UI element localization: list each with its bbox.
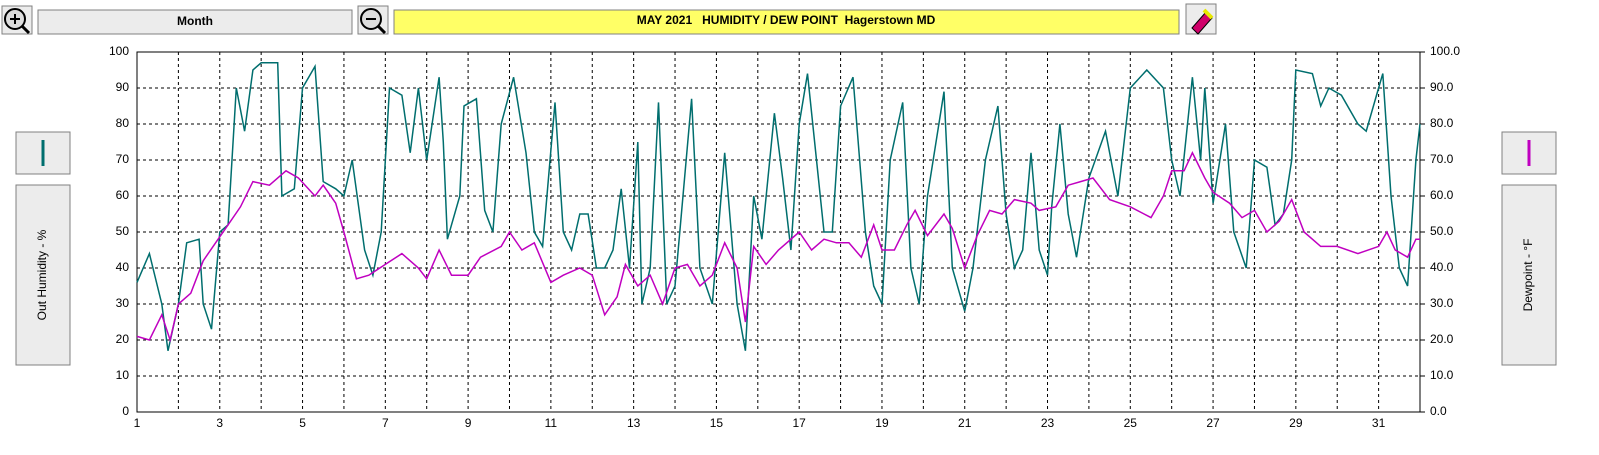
y-tick-label: 20 [116, 332, 130, 346]
x-tick-label: 9 [465, 416, 472, 430]
y2-tick-label: 90.0 [1430, 80, 1454, 94]
legend-humidity[interactable] [15, 131, 71, 175]
x-tick-label: 27 [1206, 416, 1220, 430]
y2-tick-label: 20.0 [1430, 332, 1454, 346]
x-tick-label: 29 [1289, 416, 1303, 430]
x-tick-label: 31 [1372, 416, 1386, 430]
y2-tick-label: 70.0 [1430, 152, 1454, 166]
y2-tick-label: 50.0 [1430, 224, 1454, 238]
chart-title: MAY 2021 HUMIDITY / DEW POINT Hagerstown… [637, 13, 936, 27]
x-tick-label: 1 [134, 416, 141, 430]
x-tick-label: 13 [627, 416, 641, 430]
x-tick-label: 21 [958, 416, 972, 430]
y2-tick-label: 80.0 [1430, 116, 1454, 130]
x-tick-label: 17 [793, 416, 807, 430]
x-tick-label: 15 [710, 416, 724, 430]
zoom-in-button[interactable] [1, 5, 33, 35]
y-tick-label: 80 [116, 116, 130, 130]
data-line [136, 62, 1421, 351]
x-tick-label: 5 [299, 416, 306, 430]
y-tick-label: 30 [116, 296, 130, 310]
y-tick-label: 40 [116, 260, 130, 274]
range-button[interactable] [37, 9, 353, 35]
y2-tick-label: 60.0 [1430, 188, 1454, 202]
clear-button[interactable] [1185, 3, 1217, 35]
axis-button[interactable] [1501, 184, 1557, 366]
data-line [136, 151, 1420, 343]
zoom-out-button[interactable] [357, 5, 389, 35]
y2-tick-label: 0.0 [1430, 404, 1447, 418]
y2-tick-label: 40.0 [1430, 260, 1454, 274]
title-bar [393, 9, 1180, 35]
y-tick-label: 100 [109, 44, 129, 58]
y-tick-label: 60 [116, 188, 130, 202]
y-tick-label: 70 [116, 152, 130, 166]
x-tick-label: 7 [382, 416, 389, 430]
axis-button[interactable] [15, 184, 71, 366]
y2-tick-label: 30.0 [1430, 296, 1454, 310]
y-tick-label: 0 [122, 404, 129, 418]
y2-tick-label: 10.0 [1430, 368, 1454, 382]
y2-tick-label: 100.0 [1430, 44, 1460, 58]
x-tick-label: 25 [1124, 416, 1138, 430]
y-tick-label: 50 [116, 224, 130, 238]
range-label: Month [177, 14, 213, 28]
y-tick-label: 90 [116, 80, 130, 94]
y-tick-label: 10 [116, 368, 130, 382]
y2-axis-title: Dewpoint - °F [1521, 239, 1535, 312]
x-tick-label: 3 [216, 416, 223, 430]
x-tick-label: 23 [1041, 416, 1055, 430]
x-tick-label: 19 [875, 416, 889, 430]
y-axis-title: Out Humidity - % [35, 229, 49, 320]
x-tick-label: 11 [545, 416, 558, 430]
legend-dewpoint[interactable] [1501, 131, 1557, 175]
